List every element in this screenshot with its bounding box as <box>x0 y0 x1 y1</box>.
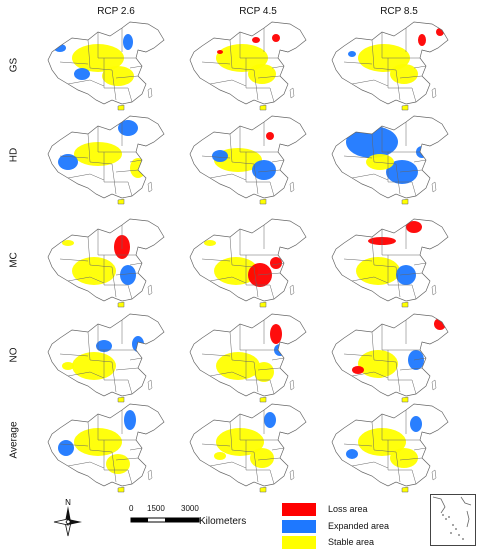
map-no-rcp45 <box>180 310 320 406</box>
row-label-average: Average <box>8 421 20 459</box>
legend-swatch-expanded <box>282 520 316 533</box>
inset-map <box>430 494 476 546</box>
legend-label-loss: Loss area <box>328 504 368 514</box>
map-hd-rcp85 <box>322 112 462 208</box>
legend-swatch-loss <box>282 503 316 516</box>
map-hd-rcp26 <box>38 112 178 208</box>
scale-units: Kilometers <box>199 516 247 527</box>
legend-swatch-stable <box>282 536 316 549</box>
map-gs-rcp85 <box>322 18 462 114</box>
row-label-gs: GS <box>8 57 20 73</box>
scale-tick-0: 0 <box>129 504 134 513</box>
scale-bar <box>130 513 200 525</box>
map-mc-rcp85 <box>322 215 462 311</box>
map-no-rcp26 <box>38 310 178 406</box>
column-title-rcp45: RCP 4.5 <box>239 6 277 17</box>
map-mc-rcp45 <box>180 215 320 311</box>
row-label-mc: MC <box>8 252 20 268</box>
column-title-rcp85: RCP 8.5 <box>380 6 418 17</box>
scale-tick-1500: 1500 <box>147 504 165 513</box>
north-arrow: N <box>50 498 86 538</box>
legend-label-stable: Stable area <box>328 537 375 547</box>
map-average-rcp45 <box>180 400 320 496</box>
map-average-rcp85 <box>322 400 462 496</box>
row-label-no: NO <box>8 347 20 363</box>
column-title-rcp26: RCP 2.6 <box>97 6 135 17</box>
map-no-rcp85 <box>322 310 462 406</box>
scale-tick-3000: 3000 <box>181 504 199 513</box>
legend-label-expanded: Expanded area <box>328 521 390 531</box>
north-label: N <box>65 498 71 507</box>
map-mc-rcp26 <box>38 215 178 311</box>
map-gs-rcp45 <box>180 18 320 114</box>
map-average-rcp26 <box>38 400 178 496</box>
map-gs-rcp26 <box>38 18 178 114</box>
row-label-hd: HD <box>8 147 20 163</box>
map-hd-rcp45 <box>180 112 320 208</box>
